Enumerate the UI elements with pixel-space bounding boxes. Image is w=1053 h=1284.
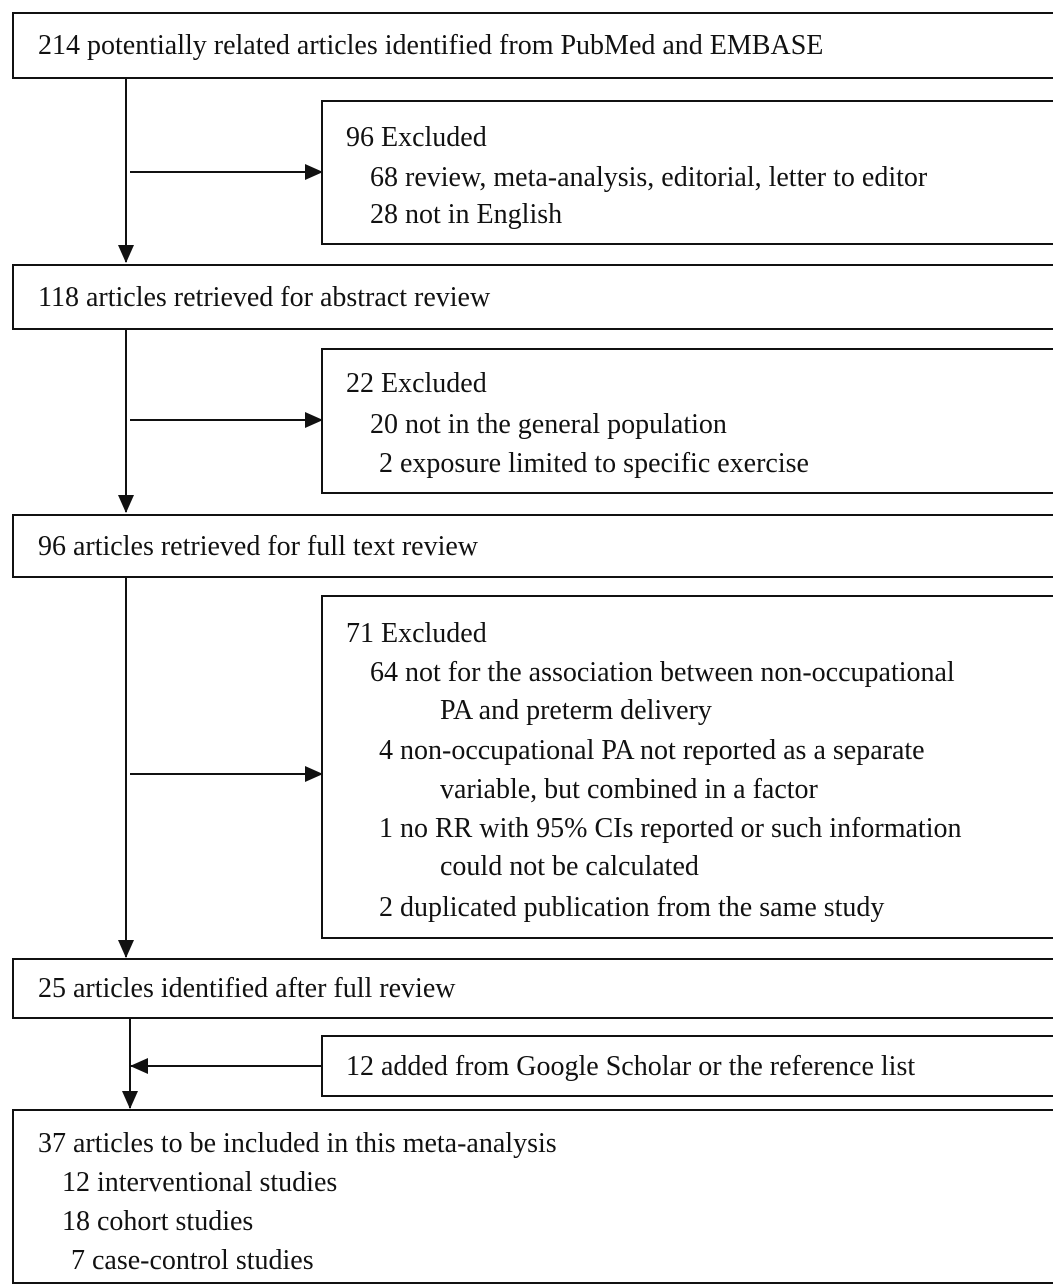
excluded-2-item-2: 2 exposure limited to specific exercise — [379, 448, 809, 479]
after-full-review-text: 25 articles identified after full review — [38, 973, 456, 1004]
box-excluded-2: 22 Excluded 20 not in the general popula… — [321, 348, 1053, 494]
box-full-text-review: 96 articles retrieved for full text revi… — [12, 514, 1053, 578]
included-heading: 37 articles to be included in this meta-… — [38, 1128, 557, 1159]
box-identified: 214 potentially related articles identif… — [12, 12, 1053, 79]
box-after-full-review: 25 articles identified after full review — [12, 958, 1053, 1019]
excluded-3-item-4: 2 duplicated publication from the same s… — [379, 892, 885, 923]
abstract-review-text: 118 articles retrieved for abstract revi… — [38, 282, 491, 313]
added-text: 12 added from Google Scholar or the refe… — [346, 1051, 916, 1082]
identified-text: 214 potentially related articles identif… — [38, 30, 824, 61]
excluded-3-item-3: 1 no RR with 95% CIs reported or such in… — [379, 813, 962, 844]
excluded-3-item-1-cont: PA and preterm delivery — [440, 695, 712, 726]
full-text-review-text: 96 articles retrieved for full text revi… — [38, 531, 479, 562]
included-item-3: 7 case-control studies — [71, 1245, 314, 1276]
box-excluded-3: 71 Excluded 64 not for the association b… — [321, 595, 1053, 939]
box-excluded-1: 96 Excluded 68 review, meta-analysis, ed… — [321, 100, 1053, 245]
box-included: 37 articles to be included in this meta-… — [12, 1109, 1053, 1284]
excluded-1-item-1: 68 review, meta-analysis, editorial, let… — [370, 162, 928, 193]
excluded-3-heading: 71 Excluded — [346, 618, 487, 649]
excluded-3-item-2: 4 non-occupational PA not reported as a … — [379, 735, 925, 766]
excluded-3-item-2-cont: variable, but combined in a factor — [440, 774, 818, 805]
excluded-3-item-3-cont: could not be calculated — [440, 851, 699, 882]
excluded-1-heading: 96 Excluded — [346, 122, 487, 153]
excluded-2-heading: 22 Excluded — [346, 368, 487, 399]
included-item-1: 12 interventional studies — [62, 1167, 338, 1198]
box-abstract-review: 118 articles retrieved for abstract revi… — [12, 264, 1053, 330]
excluded-1-item-2: 28 not in English — [370, 199, 563, 230]
excluded-2-item-1: 20 not in the general population — [370, 409, 727, 440]
box-added: 12 added from Google Scholar or the refe… — [321, 1035, 1053, 1097]
excluded-3-item-1: 64 not for the association between non-o… — [370, 657, 955, 688]
included-item-2: 18 cohort studies — [62, 1206, 254, 1237]
